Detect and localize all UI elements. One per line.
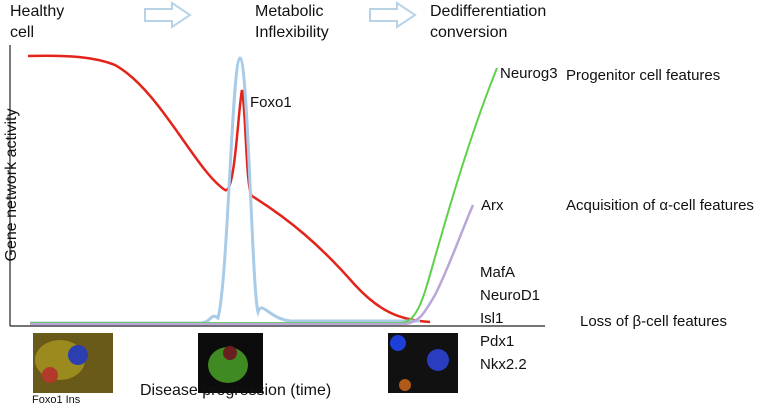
- neurog3-curve: [30, 67, 498, 324]
- gene-label: Nkx2.2: [480, 356, 527, 373]
- stage-arrow: [144, 1, 192, 29]
- feature-label: Progenitor cell features: [566, 67, 720, 84]
- gene-label: Isl1: [480, 310, 503, 327]
- curve-label: Arx: [481, 197, 504, 214]
- feature-label: Acquisition of α-cell features: [566, 197, 754, 214]
- foxo1-curve: [30, 56, 420, 325]
- micrograph: [388, 333, 458, 393]
- red-curve: [27, 54, 431, 324]
- gene-label: Pdx1: [480, 333, 514, 350]
- arx-curve: [30, 204, 475, 326]
- stage-arrow: [369, 1, 417, 29]
- stage-title: conversion: [430, 24, 507, 41]
- x-axis-label: Disease progression (time): [140, 382, 331, 399]
- curve-label: Foxo1: [250, 94, 292, 111]
- stage-title: cell: [10, 24, 34, 41]
- feature-label: Loss of β-cell features: [580, 313, 727, 330]
- micrograph: [198, 333, 263, 393]
- y-axis-label: Gene network activity: [3, 109, 20, 262]
- image-caption: Foxo1 Ins: [32, 394, 81, 406]
- stage-title: Metabolic: [255, 3, 323, 20]
- micrograph: [33, 333, 113, 393]
- stage-title: Inflexibility: [255, 24, 329, 41]
- stage-title: Healthy: [10, 3, 64, 20]
- stage-title: Dedifferentiation: [430, 3, 546, 20]
- gene-label: MafA: [480, 264, 515, 281]
- curve-label: Neurog3: [500, 65, 558, 82]
- gene-label: NeuroD1: [480, 287, 540, 304]
